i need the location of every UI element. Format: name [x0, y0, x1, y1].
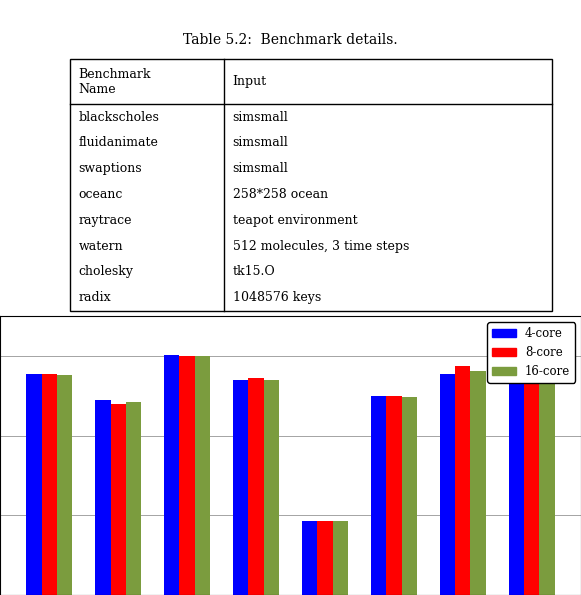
Text: blackscholes: blackscholes [78, 111, 159, 124]
Bar [401, 397, 417, 595]
Text: radix: radix [78, 291, 111, 304]
Legend: 4-core, 8-core, 16-core: 4-core, 8-core, 16-core [487, 322, 575, 383]
Bar [95, 400, 110, 595]
Text: watern: watern [78, 240, 123, 252]
Bar [180, 356, 195, 595]
Bar [317, 521, 332, 595]
Text: swaptions: swaptions [78, 162, 142, 175]
Text: Table 5.2:  Benchmark details.: Table 5.2: Benchmark details. [183, 33, 398, 46]
Bar [539, 356, 555, 595]
Bar [524, 355, 539, 595]
Bar [195, 356, 210, 595]
Text: 1048576 keys: 1048576 keys [233, 291, 321, 304]
Text: oceanc: oceanc [78, 188, 123, 201]
Bar [509, 355, 524, 595]
Bar [125, 402, 141, 595]
Bar [456, 366, 471, 595]
Bar [233, 380, 249, 595]
Bar [42, 374, 57, 595]
Text: raytrace: raytrace [78, 214, 132, 227]
Text: Input: Input [233, 75, 267, 88]
Bar [332, 521, 348, 595]
Bar [440, 374, 456, 595]
Text: tk15.O: tk15.O [233, 265, 275, 278]
Bar [264, 380, 279, 595]
Text: Benchmark
Name: Benchmark Name [78, 68, 151, 96]
Bar [471, 371, 486, 595]
Bar [110, 404, 125, 595]
Text: 512 molecules, 3 time steps: 512 molecules, 3 time steps [233, 240, 409, 252]
Bar [26, 374, 42, 595]
Bar [371, 396, 386, 595]
Bar [302, 521, 317, 595]
Bar [164, 355, 180, 595]
Bar [249, 378, 264, 595]
Text: simsmall: simsmall [233, 162, 289, 175]
Text: cholesky: cholesky [78, 265, 134, 278]
Bar [57, 375, 72, 595]
Bar [70, 59, 552, 311]
Bar [386, 396, 401, 595]
Text: fluidanimate: fluidanimate [78, 136, 158, 149]
Text: 258*258 ocean: 258*258 ocean [233, 188, 328, 201]
Text: simsmall: simsmall [233, 111, 289, 124]
Text: simsmall: simsmall [233, 136, 289, 149]
Text: teapot environment: teapot environment [233, 214, 357, 227]
